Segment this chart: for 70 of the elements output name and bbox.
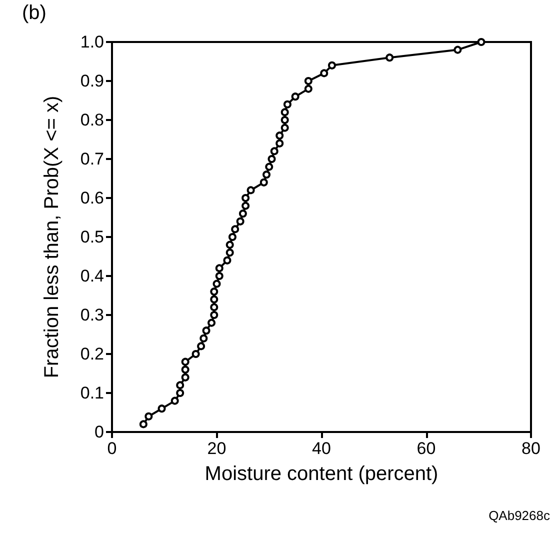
y-tick-label: 0.4 (80, 266, 104, 286)
point (158, 404, 166, 413)
point (192, 350, 200, 358)
point (212, 280, 221, 288)
point (477, 38, 486, 46)
y-axis-title: Fraction less than, Prob(X <= x) (41, 96, 63, 378)
point (276, 139, 284, 148)
point (246, 186, 255, 194)
x-tick-label: 40 (312, 439, 331, 458)
point (226, 248, 234, 257)
point (228, 233, 236, 241)
y-tick-label: 0.3 (80, 306, 104, 324)
point (280, 108, 289, 116)
point (181, 366, 190, 374)
y-tick-label: 0.8 (80, 110, 104, 130)
point (223, 256, 232, 264)
point (236, 217, 244, 226)
point (210, 295, 218, 304)
point (139, 420, 148, 428)
x-tick-label: 80 (522, 439, 540, 458)
point (262, 170, 271, 179)
point (144, 412, 153, 420)
point (210, 303, 218, 312)
point (280, 116, 289, 124)
y-tick-label: 0.5 (80, 228, 104, 246)
y-tick-label: 0 (94, 422, 104, 442)
point (304, 84, 312, 93)
point (320, 69, 328, 78)
point (238, 210, 247, 218)
point (242, 202, 250, 210)
y-tick-label: 0.9 (80, 72, 104, 90)
text: (b) (22, 2, 46, 25)
y-tick-label: 0.2 (80, 344, 104, 364)
point (265, 162, 274, 171)
point (386, 54, 394, 62)
point (304, 77, 312, 85)
point (270, 147, 278, 156)
point (260, 178, 268, 186)
point (268, 155, 276, 163)
text: QAb9268c (488, 508, 550, 523)
point (283, 100, 292, 108)
point (291, 92, 300, 101)
y-tick-label: 0.6 (80, 188, 104, 208)
point (280, 124, 289, 132)
point (215, 264, 224, 272)
x-tick-label: 60 (416, 439, 436, 458)
point (181, 358, 190, 366)
x-tick-label: 20 (207, 439, 226, 458)
point (210, 288, 218, 296)
point (200, 334, 208, 342)
point (197, 342, 206, 350)
y-tick-label: 0.7 (80, 150, 104, 168)
point (176, 389, 184, 397)
x-tick-label: 0 (107, 439, 117, 458)
point (276, 132, 284, 140)
x-axis-title: Moisture content (percent) (204, 463, 438, 485)
point (454, 46, 462, 54)
point (210, 311, 218, 319)
point (208, 318, 216, 327)
y-tick-label: 1.0 (80, 32, 104, 52)
point (202, 326, 210, 335)
point (170, 396, 179, 405)
point (176, 381, 184, 390)
point (215, 272, 224, 280)
point (242, 194, 250, 202)
point (181, 373, 190, 382)
point (328, 61, 336, 70)
y-tick-label: 0.1 (80, 384, 104, 402)
point (231, 225, 240, 234)
point (226, 240, 234, 249)
